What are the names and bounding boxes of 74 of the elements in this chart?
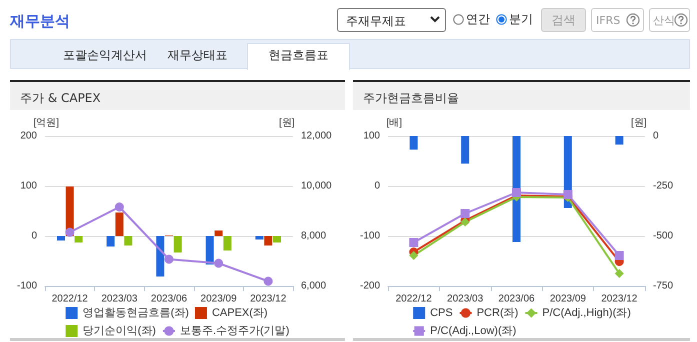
y-tick-label: 100 bbox=[20, 180, 38, 192]
y-tick-label: -100 bbox=[360, 230, 380, 242]
chart-title: 주가 & CAPEX bbox=[10, 80, 345, 110]
y-tick-label: -200 bbox=[360, 280, 380, 292]
point bbox=[65, 228, 74, 237]
point bbox=[512, 188, 521, 197]
y-tick-label: 200 bbox=[20, 130, 38, 142]
legend-label: P/C(Adj.,High)(좌) bbox=[542, 307, 631, 319]
point bbox=[614, 269, 624, 278]
bar bbox=[214, 230, 223, 236]
y-tick-label: -100 bbox=[16, 280, 38, 292]
x-tick-label: 2022/12 bbox=[52, 294, 88, 304]
x-tick-label: 2023/06 bbox=[150, 294, 188, 304]
point bbox=[460, 209, 470, 218]
text: 재무상태표 bbox=[168, 48, 228, 62]
bar bbox=[57, 236, 65, 240]
y-axis-title: [배] bbox=[386, 118, 402, 128]
y2-tick-label: -750 bbox=[653, 280, 674, 292]
text: 검색 bbox=[541, 8, 586, 32]
bar bbox=[74, 236, 83, 242]
text: 포괄손익계산서 bbox=[63, 48, 147, 62]
bar bbox=[156, 236, 164, 276]
point bbox=[264, 276, 273, 286]
legend-label: 영업활동현금흐름(좌) bbox=[82, 307, 189, 319]
y2-tick-label: 10,000 bbox=[301, 180, 332, 192]
text: 현금흐름표 bbox=[268, 47, 330, 64]
y2-tick-label: -500 bbox=[653, 230, 674, 242]
y-tick-label: 0 bbox=[374, 180, 380, 192]
y2-tick-label: 0 bbox=[653, 130, 659, 142]
x-tick-label: 2022/12 bbox=[396, 294, 432, 304]
x-tick-label: 2023/12 bbox=[601, 294, 638, 304]
legend-label: P/C(Adj.,Low)(좌) bbox=[430, 325, 516, 337]
x-tick-label: 2023/03 bbox=[447, 294, 484, 304]
x-tick-label: 2023/09 bbox=[550, 294, 586, 304]
bar bbox=[273, 236, 281, 242]
bar bbox=[174, 236, 182, 252]
legend-label: 보통주.수정주가(기말) bbox=[180, 325, 290, 337]
x-tick-label: 2023/03 bbox=[101, 294, 138, 304]
y-tick-label: 0 bbox=[31, 230, 38, 242]
text: 재무분석 bbox=[10, 12, 70, 31]
x-tick-label: 2023/06 bbox=[498, 294, 536, 304]
bar bbox=[115, 212, 124, 236]
text: 주재무제표 bbox=[337, 8, 446, 32]
y2-tick-label: 8,000 bbox=[301, 230, 326, 242]
x-tick-label: 2023/12 bbox=[250, 294, 287, 304]
point bbox=[214, 258, 224, 268]
y-axis-title: [억원] bbox=[33, 118, 60, 128]
point bbox=[114, 202, 124, 212]
text: 산식 bbox=[649, 8, 690, 32]
bar bbox=[223, 236, 232, 250]
legend-label: PCR(좌) bbox=[476, 307, 518, 319]
y2-axis-title: [원] bbox=[631, 118, 647, 128]
y2-axis-title: [원] bbox=[279, 118, 295, 128]
bar bbox=[255, 236, 264, 240]
point bbox=[614, 251, 624, 260]
legend-label: CAPEX(좌) bbox=[212, 307, 268, 319]
legend-label: 당기순이익(좌) bbox=[82, 325, 156, 337]
y2-tick-label: 6,000 bbox=[301, 280, 326, 292]
text: IFRS bbox=[591, 8, 644, 32]
point bbox=[409, 251, 418, 260]
point bbox=[164, 254, 174, 264]
point bbox=[409, 238, 418, 247]
y-tick-label: 100 bbox=[363, 130, 380, 142]
text: 연간 bbox=[466, 11, 490, 28]
text: 분기 bbox=[509, 11, 533, 28]
bar bbox=[124, 236, 132, 246]
legend-label: CPS bbox=[430, 307, 453, 319]
y2-tick-label: 12,000 bbox=[301, 130, 332, 142]
x-tick-label: 2023/09 bbox=[200, 294, 238, 304]
bar bbox=[106, 236, 115, 246]
chart-title: 주가현금흐름비율 bbox=[353, 80, 690, 110]
bar bbox=[206, 236, 214, 264]
y2-tick-label: -250 bbox=[653, 180, 674, 192]
bar bbox=[264, 236, 272, 246]
